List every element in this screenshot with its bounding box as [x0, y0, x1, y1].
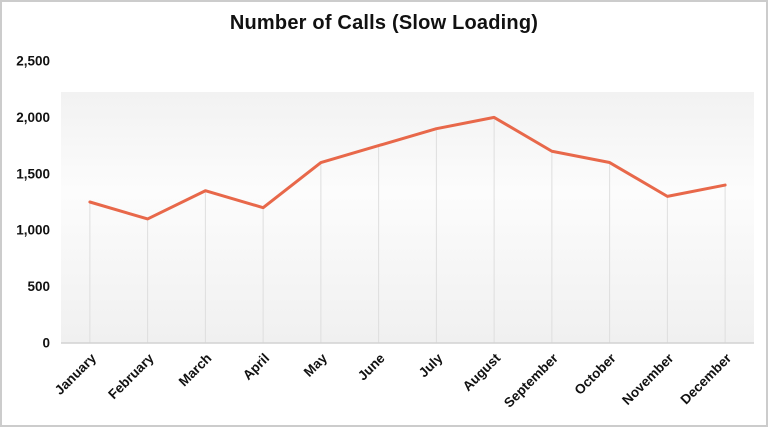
x-axis-label: June: [355, 350, 388, 383]
chart-title: Number of Calls (Slow Loading): [229, 12, 539, 34]
x-axis-label: October: [572, 350, 620, 398]
plot-background: [61, 92, 754, 343]
x-axis-label: January: [52, 350, 100, 398]
series-line: [88, 115, 727, 221]
y-axis-label: 1,500: [16, 166, 50, 181]
x-axis-label: August: [460, 350, 504, 394]
x-axis-label: May: [301, 350, 331, 380]
x-axis-label: December: [677, 350, 734, 407]
x-axis-label: November: [619, 350, 677, 408]
x-axis-label: February: [105, 350, 157, 402]
y-axis-label: 2,500: [16, 54, 50, 69]
x-axis-label: September: [501, 350, 561, 410]
y-axis-label: 500: [27, 279, 50, 294]
y-axis-label: 0: [42, 336, 50, 351]
y-axis-label: 2,000: [16, 110, 50, 125]
x-axis-label: April: [240, 351, 272, 383]
y-axis-label: 1,000: [16, 223, 50, 238]
x-axis-label: July: [416, 350, 446, 380]
x-axis-label: March: [176, 351, 215, 390]
